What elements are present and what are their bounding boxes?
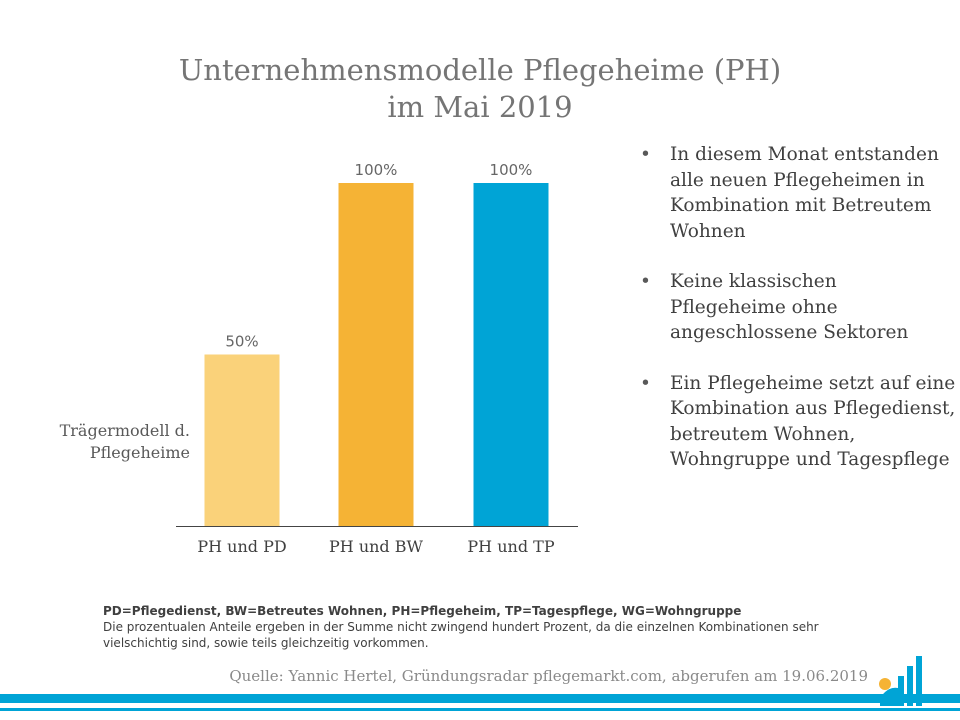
y-axis-label-line-1: Trägermodell d.	[59, 421, 190, 440]
bar-value-label: 100%	[355, 161, 398, 179]
y-axis-label-line-2: Pflegeheime	[89, 443, 190, 462]
footer-band	[0, 694, 960, 703]
chart-title-line-1: Unternehmensmodelle Pflegeheime (PH)	[178, 53, 782, 87]
bullet-item: Keine klassischen Pflegeheime ohne anges…	[636, 269, 956, 346]
bar-value-label: 100%	[490, 161, 533, 179]
bar-1	[204, 354, 280, 526]
footer-line	[0, 708, 960, 711]
x-tick-label: PH und BW	[329, 537, 424, 556]
bar-2	[338, 183, 414, 526]
bullet-item: In diesem Monat entstanden alle neuen Pf…	[636, 142, 956, 244]
bullet-list: In diesem Monat entstanden alle neuen Pf…	[636, 142, 956, 498]
bar-3	[473, 183, 549, 526]
x-tick-label: PH und TP	[467, 537, 554, 556]
x-tick-label: PH und PD	[197, 537, 286, 556]
chart-title-line-2: im Mai 2019	[387, 90, 573, 124]
bar-value-label: 50%	[225, 333, 258, 351]
bullet-item: Ein Pflegeheime setzt auf eine Kombinati…	[636, 371, 956, 473]
source-note: Quelle: Yannic Hertel, Gründungsradar pf…	[229, 667, 868, 685]
y-axis-label: Trägermodell d. Pflegeheime	[20, 420, 190, 464]
footnote-abbreviations: PD=Pflegedienst, BW=Betreutes Wohnen, PH…	[103, 604, 742, 618]
pflegemarkt-logo-icon	[879, 656, 922, 706]
footnote: PD=Pflegedienst, BW=Betreutes Wohnen, PH…	[103, 603, 883, 651]
chart-title: Unternehmensmodelle Pflegeheime (PH) im …	[0, 52, 960, 126]
footnote-text: Die prozentualen Anteile ergeben in der …	[103, 620, 819, 650]
